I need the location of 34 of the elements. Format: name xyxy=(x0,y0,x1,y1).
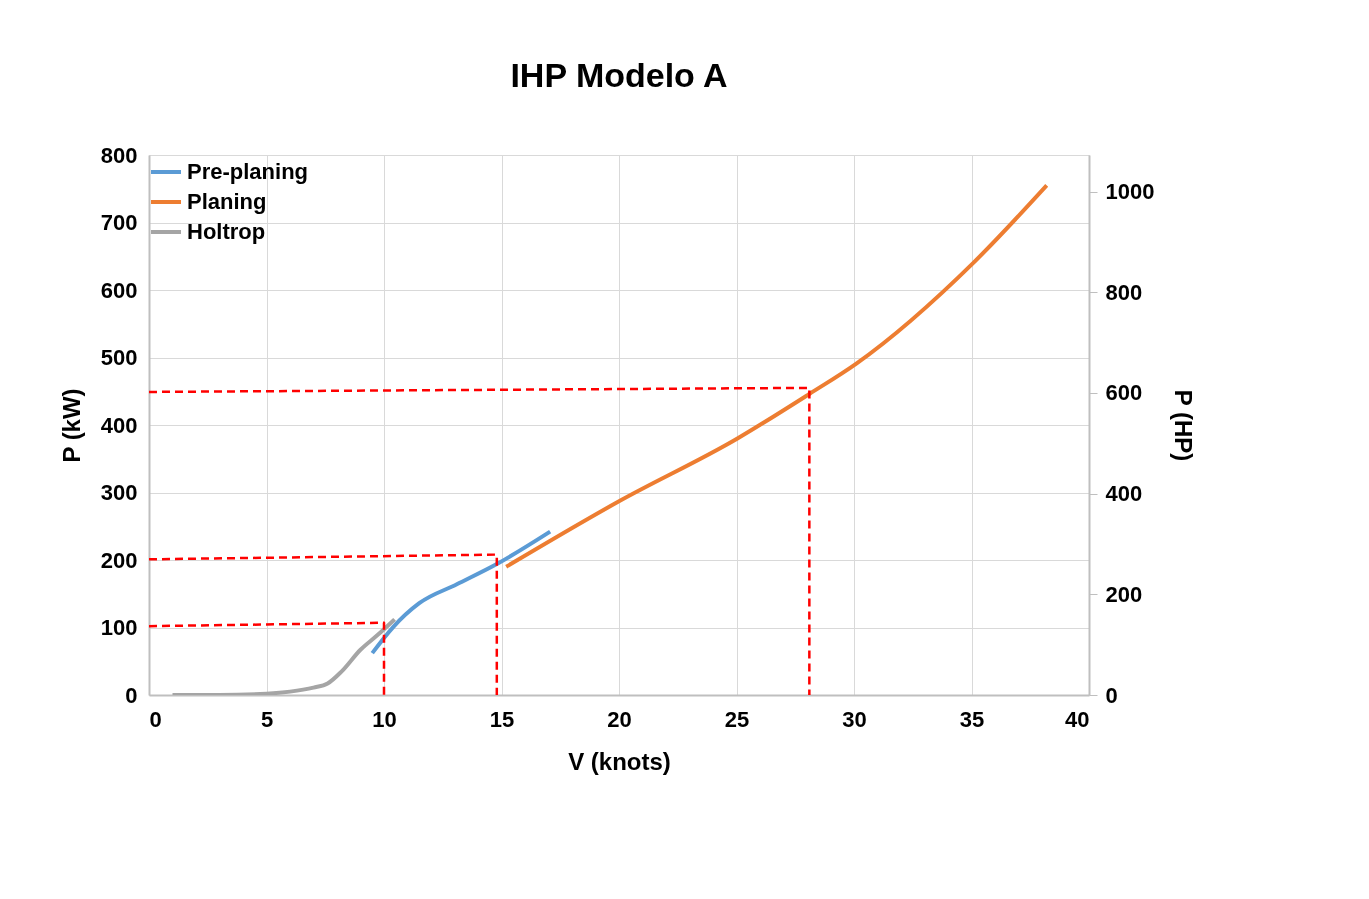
chart-title: IHP Modelo A xyxy=(510,56,728,94)
y-tick-label: 400 xyxy=(100,412,138,438)
y2-tick-label: 200 xyxy=(1105,581,1143,607)
y2-tick-label: 600 xyxy=(1105,380,1143,406)
y-tick-label: 500 xyxy=(100,345,138,370)
legend-label: Holtrop xyxy=(187,219,266,244)
line-series xyxy=(370,529,553,656)
y-tick-label: 0 xyxy=(125,682,138,708)
x-axis-title: V (knots) xyxy=(568,747,671,775)
y2-tick-label: 400 xyxy=(1105,481,1143,507)
x-tick-label: 10 xyxy=(372,706,397,732)
legend-label: Pre-planing xyxy=(187,159,309,184)
y2-axis-title: P (HP) xyxy=(1170,389,1198,462)
legend-label: Planing xyxy=(187,189,267,214)
x-tick-label: 5 xyxy=(260,706,274,732)
y-tick-label: 200 xyxy=(100,547,138,573)
x-tick-label: 25 xyxy=(724,706,750,732)
x-tick-label: 35 xyxy=(959,706,985,732)
x-tick-label: 20 xyxy=(607,706,632,732)
y-axis-title: P (kW) xyxy=(57,388,85,463)
x-tick-label: 40 xyxy=(1065,706,1090,732)
x-tick-label: 30 xyxy=(842,706,867,732)
y-tick-label: 600 xyxy=(100,277,138,303)
y-tick-label: 700 xyxy=(100,210,138,235)
x-tick-label: 15 xyxy=(489,706,515,732)
y-tick-label: 300 xyxy=(100,480,138,505)
line-series xyxy=(504,183,1049,569)
x-tick-label: 0 xyxy=(149,706,162,732)
y-tick-label: 100 xyxy=(100,615,138,640)
y2-tick-label: 1000 xyxy=(1105,179,1155,205)
y-tick-label: 800 xyxy=(100,142,138,168)
line-series xyxy=(170,617,397,695)
y2-tick-label: 800 xyxy=(1105,279,1143,305)
y2-tick-label: 0 xyxy=(1105,682,1118,708)
